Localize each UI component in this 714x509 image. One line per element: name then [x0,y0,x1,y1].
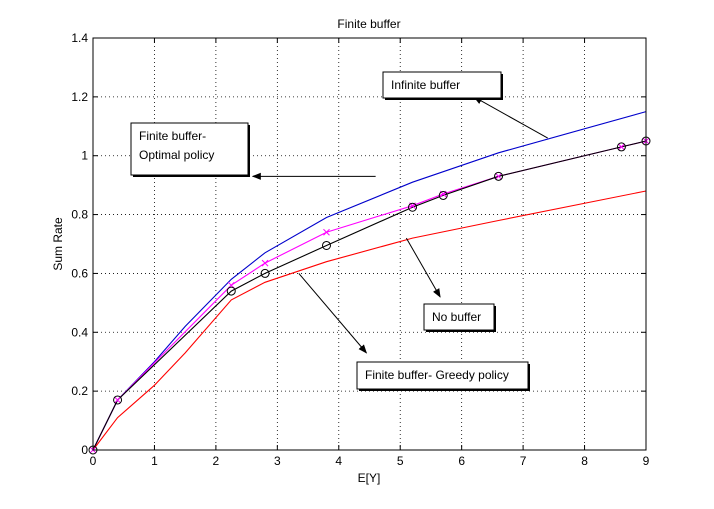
data-point-circle [438,190,448,200]
chart-title: Finite buffer [337,17,400,31]
annotation-text: No buffer [432,310,481,324]
annotation-text: Infinite buffer [391,78,460,92]
x-tick-label: 3 [274,454,281,468]
series-lines [92,111,647,451]
annotation-box-2: No buffer [423,303,496,332]
x-tick-label: 5 [397,454,404,468]
y-axis-label: Sum Rate [51,217,65,271]
annotation-arrows [251,96,548,354]
y-tick-label: 0.8 [71,208,88,222]
y-tick-label: 0.4 [71,325,88,339]
data-point-cross [618,143,625,151]
x-tick-label: 4 [335,454,342,468]
data-point-cross [323,228,330,236]
annotation-arrow-0 [473,96,548,139]
data-point-circle [616,142,626,152]
data-point-circle [321,240,331,250]
x-tick-label: 7 [520,454,527,468]
annotation-text: Optimal policy [139,148,214,162]
annotation-boxes: Infinite buffer Finite buffer- Optimal pol… [130,71,530,391]
annotation-arrow-2 [405,237,441,298]
x-tick-label: 2 [213,454,220,468]
data-point-circle [408,202,418,212]
annotation-box-3: Finite buffer- Greedy policy [356,361,530,391]
data-point-circle [260,268,270,278]
data-point-cross [114,396,121,404]
x-tick-label: 8 [581,454,588,468]
annotation-box-1: Finite buffer- Optimal policy [130,122,250,177]
data-point-circle [226,286,236,296]
series-line-2 [92,140,647,451]
y-tick-label: 0.6 [71,266,88,280]
data-point-circle [113,395,123,405]
y-tick-label: 1.2 [71,90,88,104]
plot-frame [92,37,647,451]
axis-ticks: 0 1 2 3 4 5 6 7 8 9 0 0.2 0.4 0.6 0.8 1 1.2 1.4 [71,31,649,468]
annotation-box-0: Infinite buffer [382,71,503,100]
annotation-text: Finite buffer- [139,129,206,143]
data-point-cross [495,172,502,180]
series-markers [88,136,651,455]
y-tick-label: 0.2 [71,384,88,398]
x-tick-label: 6 [458,454,465,468]
data-point-cross [261,259,269,267]
series-line-3 [92,190,647,451]
annotation-arrow-3 [298,273,368,354]
y-tick-label: 0 [81,443,88,457]
x-tick-label: 1 [151,454,158,468]
x-tick-label: 0 [90,454,97,468]
annotation-text: Finite buffer- Greedy policy [365,368,509,382]
x-axis-label: E[Y] [358,471,381,485]
y-tick-label: 1 [81,149,88,163]
data-point-circle [494,171,504,181]
x-tick-label: 9 [643,454,650,468]
y-tick-label: 1.4 [71,31,88,45]
